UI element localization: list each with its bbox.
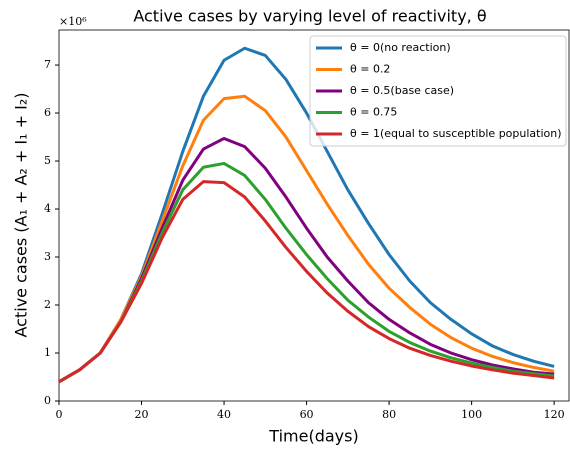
x-tick-label: 120 <box>544 408 565 421</box>
y-tick-label: 4 <box>44 202 51 215</box>
y-tick-label: 7 <box>44 58 51 71</box>
x-tick-label: 60 <box>300 408 314 421</box>
y-tick-label: 2 <box>44 298 51 311</box>
legend-label: θ = 1(equal to susceptible population) <box>350 127 562 140</box>
x-tick-label: 40 <box>217 408 231 421</box>
y-tick-label: 3 <box>44 250 51 263</box>
plot-frame <box>58 29 570 402</box>
series-line <box>58 136 555 384</box>
x-axis-label: Time(days) <box>268 427 358 446</box>
legend-label: θ = 0(no reaction) <box>350 41 451 54</box>
x-tick-label: 80 <box>382 408 396 421</box>
legend-box <box>309 35 567 147</box>
legend-label: θ = 0.2 <box>350 63 390 76</box>
y-axis-label: Active cases (A₁ + A₂ + I₁ + I₂) <box>12 93 31 338</box>
chart-title: Active cases by varying level of reactiv… <box>133 7 486 26</box>
legend-label: θ = 0.75 <box>350 106 397 119</box>
y-multiplier: ×10⁶ <box>59 15 87 28</box>
y-tick-label: 5 <box>44 154 51 167</box>
legend-label: θ = 0.5(base case) <box>350 84 454 97</box>
series-line <box>58 180 555 384</box>
y-tick-label: 0 <box>44 394 51 407</box>
y-tick-label: 6 <box>44 106 51 119</box>
y-tick-label: 1 <box>44 346 51 359</box>
x-tick-label: 100 <box>461 408 482 421</box>
x-tick-label: 20 <box>135 408 149 421</box>
x-tick-label: 0 <box>56 408 63 421</box>
